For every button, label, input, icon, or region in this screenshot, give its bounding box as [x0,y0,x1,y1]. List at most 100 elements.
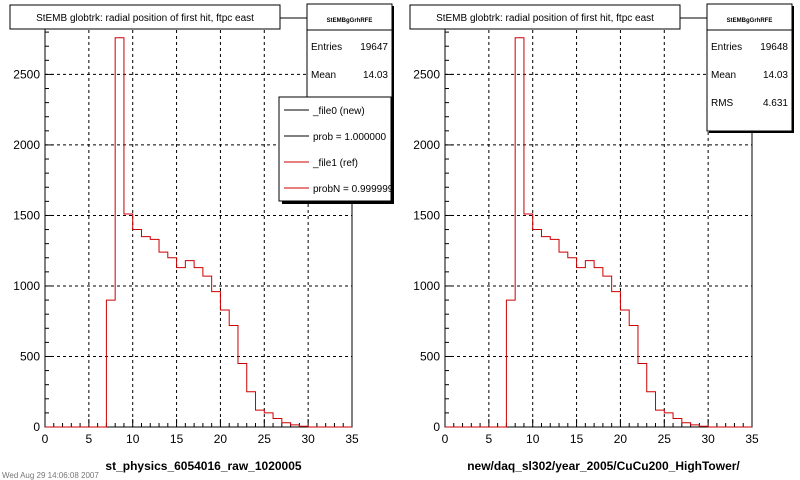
x-tick-label: 5 [486,432,493,446]
stats-value: 14.03 [763,70,788,81]
histogram-bin [699,426,708,427]
histogram-bin [273,419,282,427]
stats-box: StEMBgGrhRFE Entries 19647 Mean 14.03 [306,3,394,105]
histogram-bin [133,230,142,427]
x-tick-label: 30 [701,432,715,446]
footer-timestamp: Wed Aug 29 14:06:08 2007 [2,471,99,480]
histogram-bin [656,410,665,427]
stats-value: 19647 [360,42,388,53]
histogram-bin [647,392,656,427]
histogram-bin [620,310,629,427]
title-box [9,4,281,30]
stats-box: StEMBgGrhRFE Entries 19648 Mean 14.03 RMS 4.63… [706,3,794,133]
histogram-bin [585,261,594,427]
histogram-bin [291,425,300,427]
x-tick-label: 20 [614,432,628,446]
histogram-bin [203,276,212,427]
histogram-series-line [45,37,352,428]
stats-box-frame [706,3,793,132]
histogram-bin [238,364,247,427]
stats-box-name: StEMBgGrhRFE [727,18,773,24]
y-tick-label: 2500 [13,67,40,81]
histogram-bin [515,38,524,427]
histogram-bin [691,425,700,427]
histogram-bin [299,426,308,427]
legend-box: _file0 (new) prob = 1.000000 _file1 (ref) p… [278,96,394,204]
histogram-bin [247,392,256,427]
histogram-series-line [445,37,752,428]
stats-value: 4.631 [763,98,788,109]
x-tick-label: 0 [42,432,49,446]
legend-entry: prob = 1.000000 [313,132,387,143]
x-tick-label: 10 [526,432,540,446]
legend-entry: _file1 (ref) [312,158,358,169]
histogram-bin [568,258,577,427]
histogram-bin [673,419,682,427]
histogram-bin [506,300,515,427]
stats-box-frame [306,3,393,104]
y-tick-label: 2000 [413,138,440,152]
histogram-bin [559,252,568,427]
x-axis-label: st_physics_6054016_raw_1020005 [105,459,301,473]
y-tick-label: 2500 [413,67,440,81]
x-tick-label: 15 [170,432,184,446]
histogram-bin [106,300,115,427]
x-tick-label: 35 [345,432,359,446]
x-tick-label: 25 [658,432,672,446]
stats-label: RMS [711,98,734,109]
x-tick-label: 25 [258,432,272,446]
x-tick-label: 10 [126,432,140,446]
legend-entry: _file0 (new) [312,106,365,117]
histogram-bin [612,292,621,427]
x-tick-label: 15 [570,432,584,446]
stats-value: 14.03 [363,70,388,81]
histogram-bin [638,364,647,427]
title-box [409,4,681,30]
histogram-panel-2: 0 5 10 15 20 25 30 35 0 500 1000 1500 2000 2500 StEMB … [409,3,794,473]
y-tick-label: 1500 [13,208,40,222]
stats-label: Mean [311,70,336,81]
y-tick-label: 1000 [413,279,440,293]
histogram-bin [124,214,133,427]
histogram-bin [282,423,291,427]
x-tick-label: 20 [214,432,228,446]
legend-frame [278,96,392,202]
histogram-bin [115,38,124,427]
y-tick-label: 1500 [413,208,440,222]
stats-label: Entries [311,42,342,53]
histogram-bin [577,268,586,427]
histogram-bin [220,310,229,427]
histogram-bin [168,258,177,427]
histogram-bin [682,423,691,427]
y-tick-label: 0 [33,420,40,434]
histogram-bin [159,252,168,427]
histogram-bin [256,410,265,427]
stats-label: Entries [711,42,742,53]
stats-value: 19648 [760,42,788,53]
histogram-bin [194,268,203,427]
histogram-bin [603,276,612,427]
histogram-bin [664,413,673,427]
histogram-bin [629,325,638,427]
histogram-bin [541,237,550,427]
x-tick-label: 35 [745,432,759,446]
y-tick-label: 500 [20,349,40,363]
x-tick-label: 5 [86,432,93,446]
histogram-bin [229,325,238,427]
histogram-bin [524,214,533,427]
histogram-bin [150,239,159,427]
histogram-bin [594,268,603,427]
y-tick-label: 500 [420,349,440,363]
legend-entry: probN = 0.999999 [313,184,394,195]
stats-label: Mean [711,70,736,81]
histogram-bin [177,268,186,427]
histogram-bin [212,292,221,427]
histogram-panel-1: 0 5 10 15 20 25 30 35 0 500 1000 1500 2000 2500 StEMB … [9,3,394,473]
x-axis-label: new/daq_sl302/year_2005/CuCu200_HighTowe… [467,459,740,473]
y-tick-label: 0 [433,420,440,434]
histogram-bin [141,237,150,427]
x-tick-label: 0 [442,432,449,446]
y-tick-label: 1000 [13,279,40,293]
histogram-title: StEMB globtrk: radial position of first … [36,13,254,24]
